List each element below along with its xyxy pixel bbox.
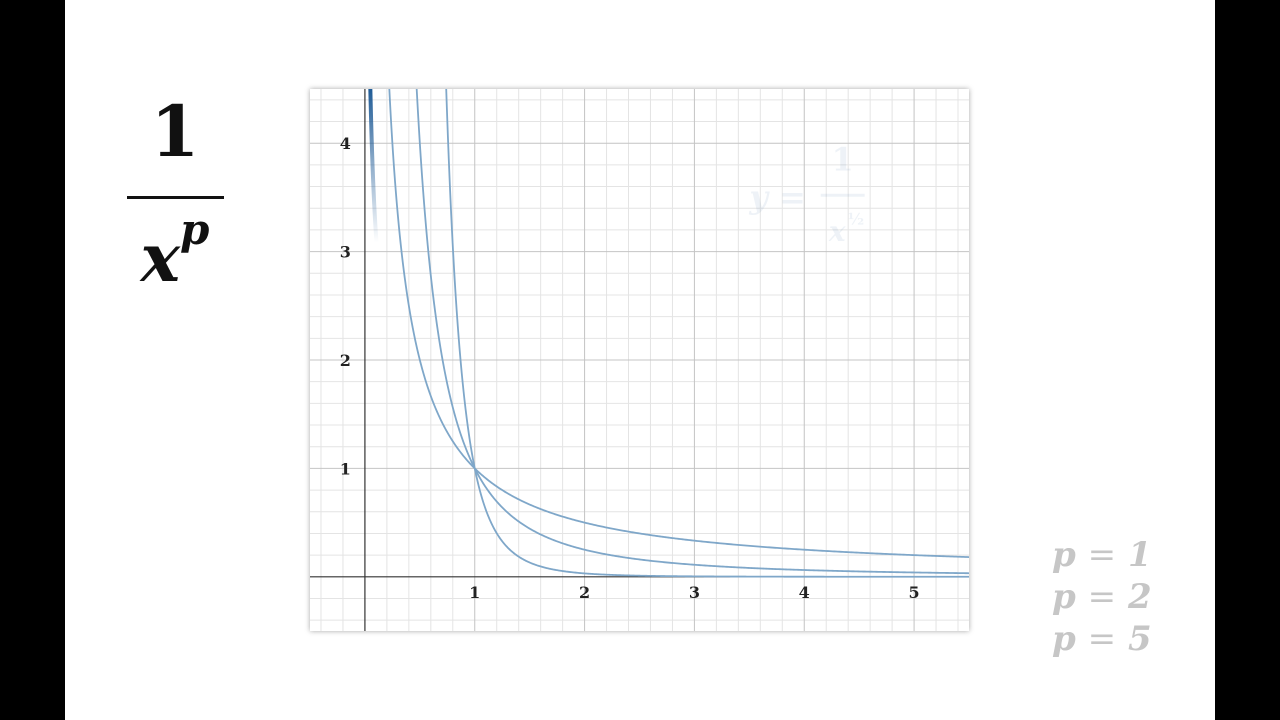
curve-p5 bbox=[445, 89, 969, 578]
curve-p2 bbox=[415, 89, 969, 575]
legend-item-p2: p = 2 bbox=[1052, 577, 1152, 617]
formula-numerator: 1 bbox=[150, 90, 200, 173]
formula-base: x bbox=[140, 219, 180, 297]
x-tick-label: 3 bbox=[689, 583, 700, 602]
y-tick-label: 2 bbox=[340, 351, 351, 370]
major-grid bbox=[310, 89, 969, 631]
formula-exponent: p bbox=[179, 205, 210, 254]
watermark-numerator: 1 bbox=[832, 140, 854, 178]
formula-denominator: xp bbox=[112, 204, 238, 298]
curve-p1 bbox=[388, 89, 969, 558]
legend-item-p1: p = 1 bbox=[1052, 535, 1152, 575]
y-tick-label: 3 bbox=[340, 243, 351, 262]
curves bbox=[368, 89, 969, 578]
fraction-bar bbox=[127, 196, 224, 199]
watermark-equation-text: y = 1 x ½ bbox=[748, 140, 865, 248]
y-tick-label: 4 bbox=[340, 134, 351, 153]
power-function-plot: y = 1 x ½ 1 2 3 4 5 1 2 3 4 bbox=[310, 89, 969, 631]
formula-one-over-x-to-p: 1 xp bbox=[112, 90, 238, 297]
plot-card: y = 1 x ½ 1 2 3 4 5 1 2 3 4 bbox=[310, 89, 969, 631]
legend: p = 1 p = 2 p = 5 bbox=[1052, 534, 1202, 660]
x-tick-label: 5 bbox=[909, 583, 920, 602]
watermark-equation: y = 1 x ½ bbox=[748, 140, 865, 248]
curve-highlight-fading bbox=[368, 89, 379, 245]
legend-item-p5: p = 5 bbox=[1052, 619, 1152, 659]
x-tick-label: 4 bbox=[799, 583, 810, 602]
watermark-y: y = bbox=[748, 178, 806, 216]
watermark-denominator: x bbox=[828, 215, 846, 248]
tick-labels: 1 2 3 4 5 1 2 3 4 bbox=[340, 134, 920, 602]
watermark-exponent: ½ bbox=[848, 210, 865, 229]
x-tick-label: 2 bbox=[579, 583, 590, 602]
y-tick-label: 1 bbox=[340, 459, 351, 478]
x-tick-label: 1 bbox=[469, 583, 480, 602]
